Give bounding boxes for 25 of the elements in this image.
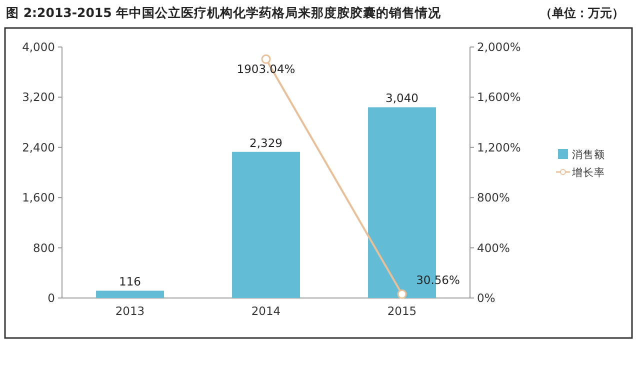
y-tick-label: 800 — [33, 240, 55, 255]
y2-tick-label: 2,000% — [477, 40, 521, 54]
y-tick-label: 1,600 — [22, 190, 55, 205]
y-tick-label: 3,200 — [22, 90, 55, 104]
text: （单位：万元） — [540, 6, 624, 20]
y-tick-label: 2,400 — [22, 140, 55, 154]
x-tick-label: 2015 — [387, 304, 417, 318]
chart-title: 图 2:2013-2015 年中国公立医疗机构化学药格局来那度胺胶囊的销售情况 — [6, 5, 442, 20]
y2-tick-label: 1,200% — [477, 140, 521, 154]
legend-label: 增长率 — [571, 166, 605, 179]
y-tick-label: 0 — [48, 291, 55, 305]
data-label: 1903.04% — [236, 62, 296, 76]
data-label: 2,329 — [250, 136, 282, 150]
y2-tick-label: 0% — [477, 291, 496, 305]
x-tick-label: 2013 — [115, 304, 145, 318]
legend-label: 消售额 — [572, 148, 605, 161]
x-tick-label: 2014 — [251, 304, 281, 318]
y-tick-label: 4,000 — [22, 40, 55, 54]
data-label: 3,040 — [386, 91, 418, 106]
y2-tick-label: 800% — [477, 190, 510, 205]
bar — [96, 290, 164, 298]
y2-tick-label: 1,600% — [477, 90, 521, 104]
data-label: 116 — [119, 274, 141, 289]
y2-tick-label: 400% — [477, 240, 510, 255]
bar — [232, 152, 300, 298]
